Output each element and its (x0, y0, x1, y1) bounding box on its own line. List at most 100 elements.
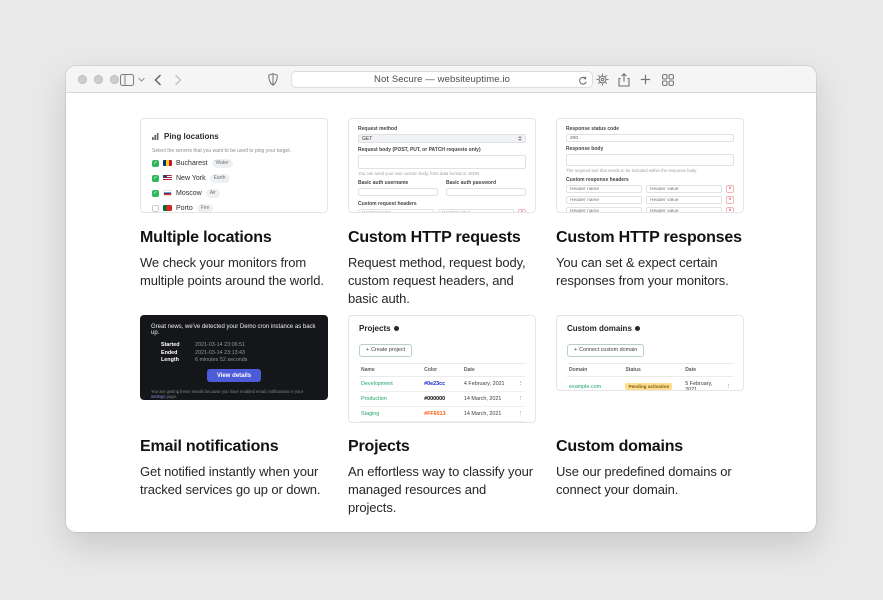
feature-title: Email notifications (140, 438, 279, 455)
footer-text: You are getting these emails because you… (151, 389, 304, 394)
detail-label: Ended (161, 349, 178, 356)
checkbox-checked-icon: ✓ (152, 189, 159, 197)
tab-grid-icon[interactable] (662, 66, 674, 93)
sidebar-icon[interactable] (120, 66, 134, 93)
back-icon[interactable] (154, 66, 162, 93)
feature-title: Multiple locations (140, 229, 272, 246)
location-row-new-york: ✓ New York Earth (152, 174, 316, 183)
feature-title: Custom HTTP responses (556, 229, 742, 246)
location-name: Moscow (176, 189, 202, 197)
request-body-help: You can send your own custom body, form … (358, 171, 481, 176)
response-body-label: Response body (566, 146, 604, 152)
response-headers-label: Custom response headers (566, 177, 629, 183)
close-window-icon[interactable] (78, 75, 87, 84)
feature-title: Custom HTTP requests (348, 229, 521, 246)
feature-projects: Projects An effortless way to classify y… (348, 438, 536, 518)
location-row-porto: Porto Fire (152, 204, 316, 212)
location-badge: Fire (196, 204, 214, 212)
domain-link: example.com (567, 376, 624, 390)
info-icon (393, 326, 399, 331)
email-detail-row: Ended 2021-03-14 23:13:43 (161, 350, 317, 356)
browser-window: Not Secure — websiteuptime.io (66, 66, 816, 532)
detail-value: 2021-03-14 23:13:43 (195, 349, 246, 356)
project-name-link: Production (359, 391, 423, 407)
basic-auth-username-group: Basic auth username (358, 180, 438, 196)
domains-card-cell: Custom domains + Connect custom domain D… (556, 315, 744, 423)
location-name: Bucharest (176, 159, 208, 167)
zoom-window-icon[interactable] (110, 75, 119, 84)
location-badge: Water (211, 159, 233, 168)
project-row: Production #000000 14 March, 2021 ⋮ (359, 391, 525, 407)
project-name-link: Staging (359, 406, 423, 422)
email-message: Great news, we've detected your Demo cro… (151, 324, 316, 336)
ping-locations-icon (152, 127, 160, 145)
share-icon[interactable] (618, 66, 630, 93)
response-status-label: Response status code (566, 126, 620, 132)
feature-title: Custom domains (556, 438, 683, 455)
domains-table: Domain Status Date example.com Pending a… (567, 362, 733, 390)
url-field[interactable]: Not Secure — websiteuptime.io (291, 71, 593, 88)
detail-label: Length (161, 357, 179, 363)
response-body-textarea (566, 154, 734, 166)
plus-icon[interactable] (640, 66, 651, 93)
response-body-help: The required text that needs to be inclu… (566, 168, 698, 173)
footer-text: page. (165, 394, 178, 399)
connect-domain-label: Connect custom domain (579, 347, 638, 353)
projects-card-cell: Projects + Create project Name Color Dat… (348, 315, 536, 423)
response-header-row: × (566, 207, 734, 212)
request-method-select: GET (358, 134, 526, 143)
projects-table: Name Color Date Development #0e23cc 4 Fe… (359, 362, 525, 422)
minimize-window-icon[interactable] (94, 75, 103, 84)
location-name: Porto (176, 204, 193, 212)
feature-description: Get notified instantly when your tracked… (140, 464, 321, 498)
password-label: Basic auth password (446, 180, 497, 186)
plus-icon: + (574, 347, 578, 353)
password-input (446, 188, 526, 196)
column-header-date: Date (461, 362, 516, 377)
feature-description: You can set & expect certain responses f… (556, 255, 729, 289)
feature-custom-http-responses: Custom HTTP responses You can set & expe… (556, 229, 744, 315)
ping-card-subtitle: Select the servers that you want to be u… (152, 148, 291, 154)
email-detail-row: Length 6 minutes 52 seconds (161, 357, 317, 363)
gear-icon[interactable] (596, 66, 609, 93)
projects-results-count: Showing 1-3 out of 3 results. (359, 422, 525, 423)
location-name: New York (176, 174, 206, 182)
detail-label: Started (161, 342, 180, 348)
email-footer: You are getting these emails because you… (151, 389, 317, 399)
chevron-down-icon[interactable] (138, 66, 145, 93)
portugal-flag-icon (163, 205, 172, 212)
ping-locations-card-cell: Ping locations Select the servers that y… (140, 118, 328, 213)
create-project-label: Create project (371, 347, 406, 353)
header-value-input (646, 207, 722, 212)
http-requests-card-cell: Request method GET Request body (POST, P… (348, 118, 536, 213)
domains-title: Custom domains (567, 324, 632, 333)
kebab-menu-icon: ⋮ (515, 376, 525, 392)
project-row: Development #0e23cc 4 February, 2021 ⋮ (359, 376, 525, 392)
header-name-input (566, 207, 642, 212)
browser-toolbar: Not Secure — websiteuptime.io (66, 66, 816, 93)
reload-icon[interactable] (578, 75, 588, 86)
http-responses-card-cell: Response status code Response body The r… (556, 118, 744, 213)
project-name-link: Development (359, 376, 423, 392)
domain-row: example.com Pending activation 5 Februar… (567, 376, 733, 390)
view-details-button: View details (206, 369, 262, 382)
info-icon (634, 326, 640, 331)
page-content: Ping locations Select the servers that y… (66, 93, 816, 518)
email-detail-row: Started 2021-03-14 23:06:51 (161, 342, 317, 348)
projects-title: Projects (359, 324, 391, 333)
project-color: #FF6013 (422, 406, 462, 422)
shield-icon[interactable] (268, 66, 278, 93)
pending-status-badge: Pending activation (625, 382, 673, 390)
feature-description: We check your monitors from multiple poi… (140, 255, 324, 289)
traffic-lights (78, 75, 119, 84)
checkbox-unchecked-icon (152, 204, 159, 212)
request-method-value: GET (362, 135, 373, 142)
custom-domains-screenshot: Custom domains + Connect custom domain D… (556, 315, 744, 391)
project-date: 14 March, 2021 (461, 406, 516, 422)
forward-icon[interactable] (174, 66, 182, 93)
response-header-row: × (566, 196, 734, 204)
location-row-bucharest: ✓ Bucharest Water (152, 159, 316, 168)
header-value-input (646, 185, 722, 193)
detail-value: 6 minutes 52 seconds (195, 357, 248, 363)
project-color: #000000 (422, 391, 462, 407)
